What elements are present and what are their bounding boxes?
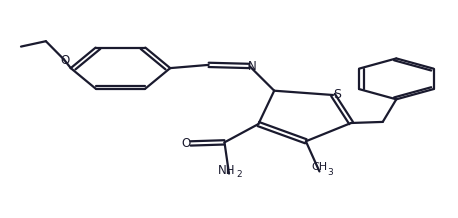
Text: NH: NH — [218, 164, 236, 177]
Text: 3: 3 — [327, 168, 333, 177]
Text: S: S — [333, 87, 341, 100]
Text: CH: CH — [311, 162, 327, 172]
Text: 2: 2 — [236, 170, 242, 179]
Text: N: N — [248, 60, 256, 73]
Text: O: O — [181, 137, 190, 150]
Text: O: O — [60, 54, 70, 67]
